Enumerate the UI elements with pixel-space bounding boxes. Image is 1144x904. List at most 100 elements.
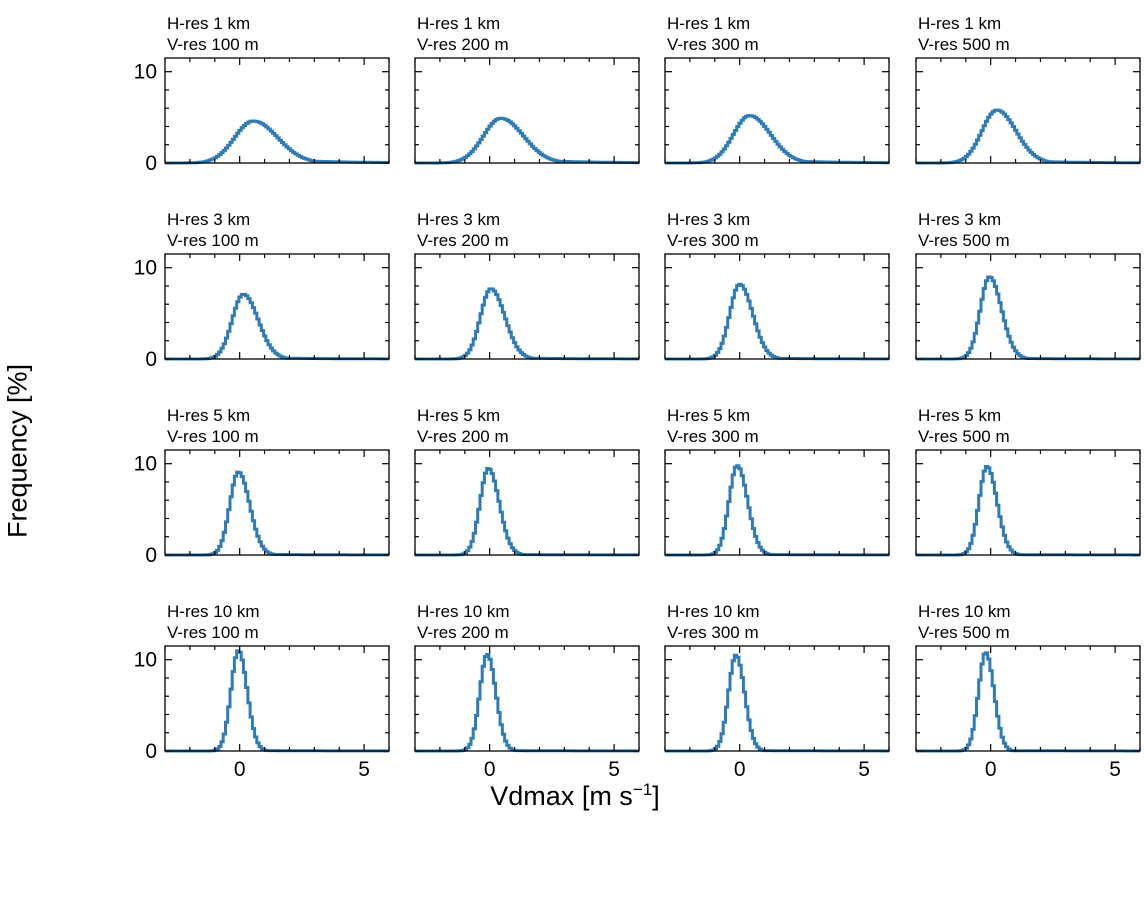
x-tick-label: 0 bbox=[734, 758, 746, 781]
histogram-line bbox=[165, 119, 389, 165]
panel-title-hres: H-res 3 km bbox=[417, 210, 500, 229]
panel-title-vres: V-res 500 m bbox=[918, 35, 1010, 54]
x-tick-label: 0 bbox=[985, 758, 997, 781]
panel-3-1: H-res 10 km V-res 200 m 0 5 bbox=[414, 602, 640, 781]
histogram-line bbox=[916, 108, 1140, 165]
histogram-line bbox=[165, 649, 389, 753]
x-axis-label-main: Vdmax [m s bbox=[490, 781, 633, 811]
panel-title-vres: V-res 200 m bbox=[417, 35, 509, 54]
panel-title-vres: V-res 300 m bbox=[667, 427, 759, 446]
panel-0-2: H-res 1 km V-res 300 m bbox=[664, 14, 890, 165]
histogram-line bbox=[916, 465, 1140, 557]
y-axis-label-text: Frequency [%] bbox=[2, 363, 33, 539]
axes-frame bbox=[915, 253, 1141, 360]
x-axis-label: Vdmax [m s−1] bbox=[460, 780, 690, 812]
axes-frame bbox=[164, 253, 390, 360]
histogram-line bbox=[415, 116, 639, 165]
axes-frame bbox=[915, 449, 1141, 556]
panel-title-hres: H-res 5 km bbox=[417, 406, 500, 425]
y-tick-label: 10 bbox=[134, 257, 157, 280]
panel-title-hres: H-res 1 km bbox=[167, 14, 250, 33]
panel-title-vres: V-res 500 m bbox=[918, 427, 1010, 446]
panel-title-vres: V-res 100 m bbox=[167, 623, 259, 642]
panel-0-0: H-res 1 km V-res 100 m 0 10 bbox=[134, 14, 390, 175]
histogram-line bbox=[165, 292, 389, 361]
panel-title-hres: H-res 1 km bbox=[667, 14, 750, 33]
panel-title-hres: H-res 3 km bbox=[167, 210, 250, 229]
panel-title-hres: H-res 3 km bbox=[667, 210, 750, 229]
histogram-line bbox=[665, 282, 889, 361]
panel-title-vres: V-res 300 m bbox=[667, 623, 759, 642]
y-tick-label: 0 bbox=[145, 152, 157, 175]
x-axis-label-sup: −1 bbox=[632, 780, 653, 799]
panel-title-vres: V-res 100 m bbox=[167, 35, 259, 54]
x-tick-label: 5 bbox=[608, 758, 620, 781]
panel-2-3: H-res 5 km V-res 500 m bbox=[915, 406, 1141, 557]
y-tick-label: 10 bbox=[134, 649, 157, 672]
panel-1-1: H-res 3 km V-res 200 m bbox=[414, 210, 640, 361]
axes-frame bbox=[414, 645, 640, 752]
axes-frame bbox=[164, 645, 390, 752]
panel-title-hres: H-res 1 km bbox=[918, 14, 1001, 33]
panel-0-1: H-res 1 km V-res 200 m bbox=[414, 14, 640, 165]
panel-title-vres: V-res 100 m bbox=[167, 231, 259, 250]
x-axis-label-end: ] bbox=[652, 781, 660, 811]
panel-1-0: H-res 3 km V-res 100 m 0 10 bbox=[134, 210, 390, 371]
panel-title-vres: V-res 200 m bbox=[417, 623, 509, 642]
panel-1-3: H-res 3 km V-res 500 m bbox=[915, 210, 1141, 361]
axes-frame bbox=[664, 57, 890, 164]
histogram-line bbox=[415, 467, 639, 557]
panel-title-hres: H-res 5 km bbox=[667, 406, 750, 425]
panel-3-2: H-res 10 km V-res 300 m 0 5 bbox=[664, 602, 890, 781]
x-tick-label: 0 bbox=[484, 758, 496, 781]
histogram-line bbox=[665, 653, 889, 753]
panel-2-2: H-res 5 km V-res 300 m bbox=[664, 406, 890, 557]
histogram-line bbox=[165, 470, 389, 557]
panel-3-3: H-res 10 km V-res 500 m 0 5 bbox=[915, 602, 1141, 781]
panel-2-0: H-res 5 km V-res 100 m 0 10 bbox=[134, 406, 390, 567]
panel-title-hres: H-res 3 km bbox=[918, 210, 1001, 229]
panel-3-0: H-res 10 km V-res 100 m 0 5 0 10 bbox=[134, 602, 390, 781]
y-tick-label: 0 bbox=[145, 348, 157, 371]
panel-1-2: H-res 3 km V-res 300 m bbox=[664, 210, 890, 361]
axes-frame bbox=[414, 253, 640, 360]
panel-title-vres: V-res 100 m bbox=[167, 427, 259, 446]
axes-frame bbox=[664, 253, 890, 360]
y-tick-label: 0 bbox=[145, 544, 157, 567]
panel-title-hres: H-res 10 km bbox=[417, 602, 510, 621]
histogram-line bbox=[665, 114, 889, 165]
panel-0-3: H-res 1 km V-res 500 m bbox=[915, 14, 1141, 165]
histogram-line bbox=[415, 287, 639, 361]
axes-frame bbox=[414, 449, 640, 556]
axes-frame bbox=[915, 645, 1141, 752]
x-tick-label: 5 bbox=[858, 758, 870, 781]
y-tick-label: 0 bbox=[145, 740, 157, 763]
axes-frame bbox=[164, 449, 390, 556]
x-tick-label: 0 bbox=[234, 758, 246, 781]
panel-title-vres: V-res 500 m bbox=[918, 231, 1010, 250]
panel-title-hres: H-res 10 km bbox=[667, 602, 760, 621]
axes-frame bbox=[664, 449, 890, 556]
panel-title-hres: H-res 5 km bbox=[918, 406, 1001, 425]
axes-frame bbox=[915, 57, 1141, 164]
panel-title-hres: H-res 1 km bbox=[417, 14, 500, 33]
axes-frame bbox=[664, 645, 890, 752]
x-tick-label: 5 bbox=[1109, 758, 1121, 781]
y-axis-label: Frequency [%] bbox=[3, 364, 34, 538]
panel-title-hres: H-res 5 km bbox=[167, 406, 250, 425]
histogram-line bbox=[916, 651, 1140, 753]
axes-frame bbox=[164, 57, 390, 164]
panel-2-1: H-res 5 km V-res 200 m bbox=[414, 406, 640, 557]
x-tick-label: 5 bbox=[358, 758, 370, 781]
panel-title-vres: V-res 200 m bbox=[417, 427, 509, 446]
panel-title-vres: V-res 500 m bbox=[918, 623, 1010, 642]
y-tick-label: 10 bbox=[134, 61, 157, 84]
axes-frame bbox=[414, 57, 640, 164]
panel-title-vres: V-res 200 m bbox=[417, 231, 509, 250]
histogram-line bbox=[415, 653, 639, 753]
panel-title-hres: H-res 10 km bbox=[918, 602, 1011, 621]
y-tick-label: 10 bbox=[134, 453, 157, 476]
panel-title-hres: H-res 10 km bbox=[167, 602, 260, 621]
histogram-line bbox=[916, 275, 1140, 361]
